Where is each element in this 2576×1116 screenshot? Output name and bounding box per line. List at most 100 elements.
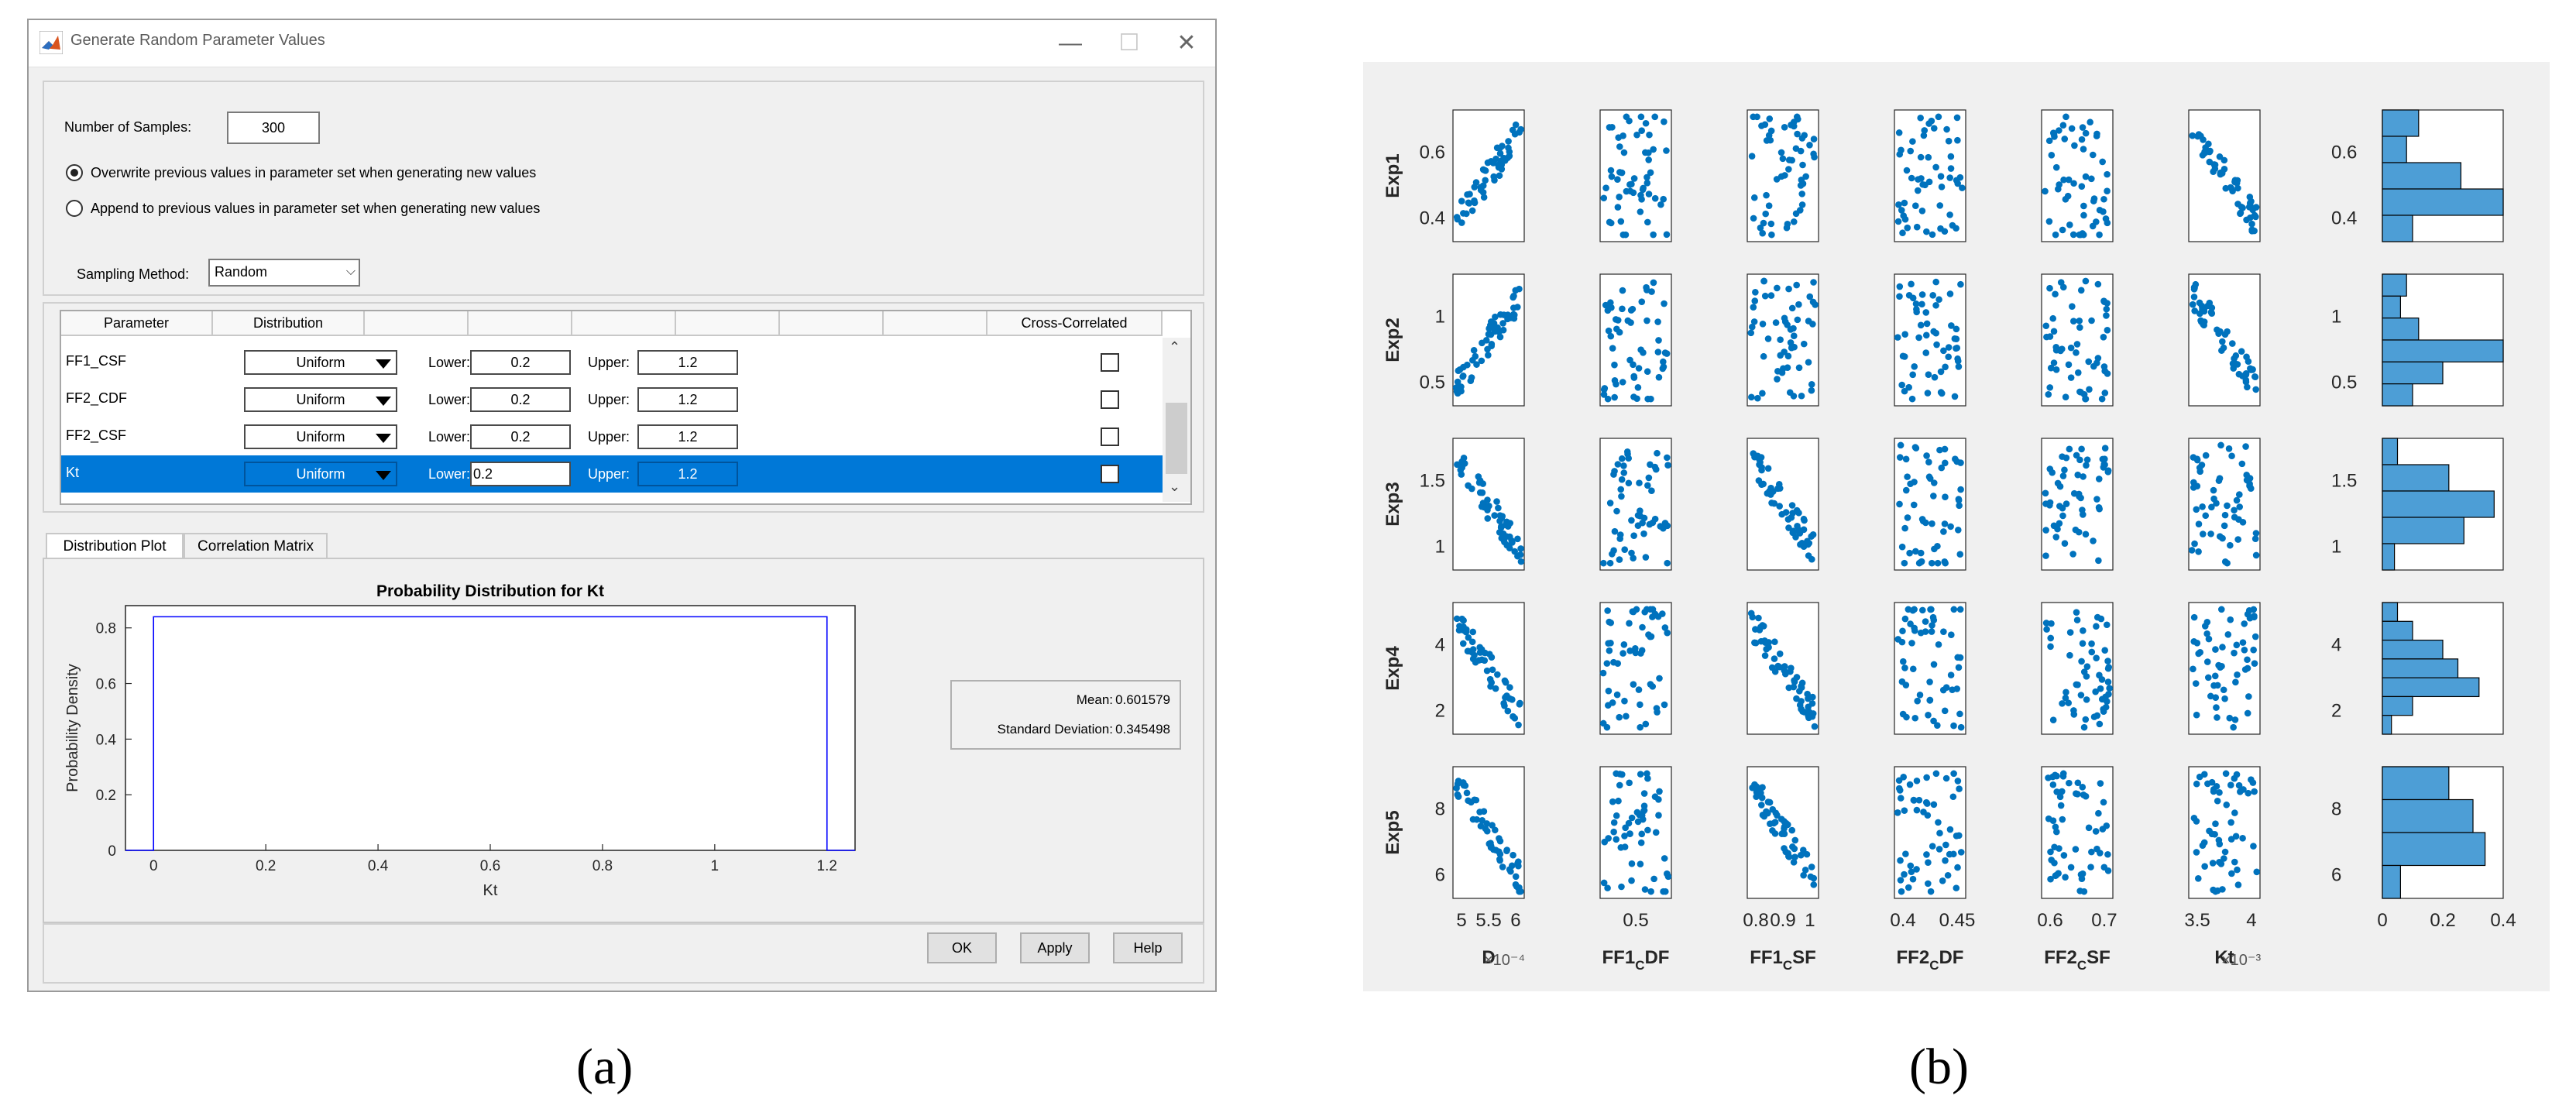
scatter-point — [2211, 830, 2218, 838]
header-blank[interactable] — [572, 311, 676, 336]
lower-input[interactable]: 0.2 — [470, 462, 571, 486]
cross-correlated-checkbox[interactable] — [1101, 465, 1119, 483]
x-tick-label: 0.8 — [1743, 910, 1768, 931]
header-parameter[interactable]: Parameter — [61, 311, 213, 336]
table-row[interactable]: FF2_CSF Uniform Lower: 0.2 Upper: 1.2 — [61, 418, 1176, 455]
header-cross-correlated[interactable]: Cross-Correlated — [987, 311, 1163, 336]
chevron-down-icon[interactable]: ⌄ — [1169, 479, 1181, 494]
scatter-point — [2228, 452, 2235, 460]
header-distribution[interactable]: Distribution — [213, 311, 365, 336]
scatter-point — [2052, 290, 2059, 298]
scatter-point — [2237, 209, 2245, 217]
scatter-point — [1806, 141, 1813, 149]
tab-correlation-matrix[interactable]: Correlation Matrix — [184, 533, 328, 559]
scatter-point — [2232, 833, 2240, 840]
scatter-point — [1950, 606, 1958, 613]
scatter-point — [1959, 184, 1966, 191]
upper-input[interactable]: 1.2 — [637, 424, 738, 449]
scatter-point — [1601, 838, 1609, 846]
distribution-select[interactable]: Uniform — [244, 350, 397, 375]
close-button[interactable]: ✕ — [1176, 30, 1197, 56]
scatter-point — [1902, 486, 1910, 494]
x-tick-label: 4 — [2246, 910, 2256, 931]
header-blank[interactable] — [365, 311, 469, 336]
scatter-point — [2235, 781, 2243, 789]
cross-correlated-checkbox[interactable] — [1101, 428, 1119, 446]
scatter-point — [1946, 211, 1953, 218]
lower-input[interactable]: 0.2 — [470, 424, 571, 449]
scatter-point — [1660, 363, 1668, 370]
scatter-point — [1614, 317, 1622, 324]
scatter-point — [1903, 167, 1911, 174]
scatter-point — [1618, 455, 1626, 462]
ok-button[interactable]: OK — [927, 932, 997, 963]
scatter-point — [1645, 156, 1652, 163]
scatter-point — [1643, 180, 1651, 187]
histogram-bar — [2382, 438, 2399, 465]
header-blank[interactable] — [469, 311, 572, 336]
scatter-point — [1788, 344, 1795, 352]
scrollbar-thumb[interactable] — [1166, 403, 1187, 474]
scatter-point — [1909, 294, 1917, 302]
scatter-point — [1778, 510, 1786, 518]
scatter-point — [2245, 789, 2252, 797]
table-row[interactable]: FF2_CDF Uniform Lower: 0.2 Upper: 1.2 — [61, 381, 1176, 418]
scatter-point — [2047, 364, 2055, 372]
header-blank[interactable] — [884, 311, 987, 336]
distribution-select[interactable]: Uniform — [244, 424, 397, 449]
cross-correlated-checkbox[interactable] — [1101, 390, 1119, 409]
samples-input[interactable]: 300 — [227, 112, 320, 144]
scatter-point — [2046, 384, 2054, 391]
scatter-point — [1797, 182, 1805, 189]
scatter-point — [2193, 849, 2200, 856]
histogram-bar — [2382, 620, 2413, 641]
header-blank[interactable] — [676, 311, 780, 336]
tab-distribution-plot[interactable]: Distribution Plot — [46, 533, 184, 559]
upper-input[interactable]: 1.2 — [637, 350, 738, 375]
scatter-point — [2049, 817, 2057, 825]
distribution-select[interactable]: Uniform — [244, 387, 397, 412]
scatter-point — [1942, 841, 1949, 849]
y-tick-label: 0.5 — [1420, 372, 1445, 393]
scatter-point — [2217, 606, 2225, 613]
overwrite-radio[interactable] — [66, 164, 83, 181]
vertical-scrollbar[interactable]: ⌃ ⌄ — [1163, 338, 1190, 502]
scatter-point — [2087, 118, 2093, 126]
upper-input[interactable]: 1.2 — [637, 462, 738, 486]
scatter-point — [2206, 148, 2214, 156]
minimize-button[interactable]: — — [1059, 30, 1082, 56]
apply-button[interactable]: Apply — [1020, 932, 1090, 963]
table-row[interactable]: FF1_CSF Uniform Lower: 0.2 Upper: 1.2 — [61, 344, 1176, 381]
scatter-point — [1898, 207, 1905, 214]
scatter-point — [1640, 790, 1648, 797]
header-blank[interactable] — [780, 311, 884, 336]
table-row[interactable]: Kt Uniform Lower: 0.2 Upper: 1.2 — [61, 455, 1176, 493]
histogram-bar — [2382, 188, 2504, 216]
help-button[interactable]: Help — [1113, 932, 1183, 963]
lower-input[interactable]: 0.2 — [470, 387, 571, 412]
scatter-point — [1516, 701, 1523, 708]
scatter-point — [1901, 807, 1908, 814]
cross-correlated-checkbox[interactable] — [1101, 353, 1119, 372]
upper-input[interactable]: 1.2 — [637, 387, 738, 412]
lower-input[interactable]: 0.2 — [470, 350, 571, 375]
scatter-point — [2043, 333, 2050, 341]
scatter-point — [2215, 661, 2222, 669]
scatter-point — [1935, 640, 1942, 648]
scatter-point — [2059, 700, 2066, 707]
scatter-point — [2101, 461, 2108, 469]
scatter-point — [1625, 479, 1633, 487]
append-radio[interactable] — [66, 200, 83, 217]
scatter-point — [1512, 287, 1520, 294]
chevron-up-icon[interactable]: ⌃ — [1169, 339, 1181, 355]
scatter-point — [1897, 857, 1904, 864]
scatter-point — [2233, 641, 2241, 649]
maximize-button[interactable]: ☐ — [1118, 30, 1140, 56]
scatter-point — [2092, 828, 2100, 835]
scatter-point — [1943, 125, 1950, 133]
scatter-point — [2066, 445, 2073, 453]
distribution-select[interactable]: Uniform — [244, 462, 397, 486]
y-tick-label: 8 — [1435, 798, 1445, 819]
scatter-point — [1757, 224, 1764, 232]
sampling-method-select[interactable]: Random ⌵ — [208, 259, 360, 287]
